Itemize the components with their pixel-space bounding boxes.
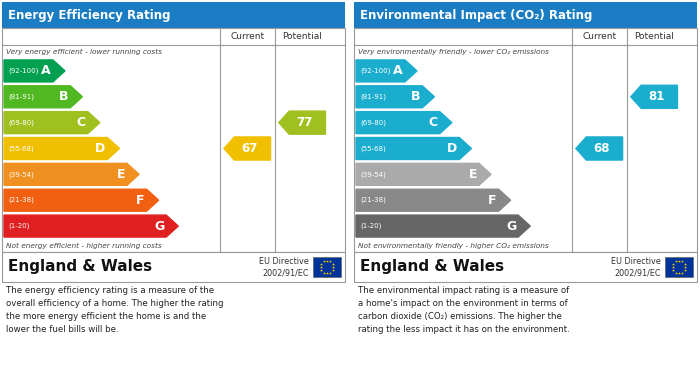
Bar: [2, 2, 345, 28]
Text: (69-80): (69-80): [8, 119, 34, 126]
Polygon shape: [356, 86, 435, 108]
Text: 77: 77: [296, 116, 313, 129]
Text: (21-38): (21-38): [8, 197, 34, 203]
Text: (55-68): (55-68): [8, 145, 34, 152]
Polygon shape: [279, 111, 326, 134]
Polygon shape: [356, 215, 530, 237]
Polygon shape: [4, 215, 178, 237]
Text: (21-38): (21-38): [360, 197, 386, 203]
Polygon shape: [4, 112, 100, 134]
Text: C: C: [76, 116, 85, 129]
Text: B: B: [59, 90, 69, 103]
Text: (1-20): (1-20): [360, 223, 382, 229]
Text: D: D: [95, 142, 105, 155]
Text: (69-80): (69-80): [360, 119, 386, 126]
Text: Potential: Potential: [634, 32, 674, 41]
Text: B: B: [411, 90, 420, 103]
Bar: [2, 28, 345, 252]
Bar: [354, 252, 697, 282]
Text: EU Directive
2002/91/EC: EU Directive 2002/91/EC: [259, 256, 309, 277]
Text: A: A: [393, 65, 403, 77]
Text: Current: Current: [230, 32, 265, 41]
Text: (1-20): (1-20): [8, 223, 29, 229]
Polygon shape: [631, 85, 678, 108]
Polygon shape: [224, 137, 271, 160]
Text: D: D: [447, 142, 457, 155]
Polygon shape: [356, 189, 510, 211]
Text: (39-54): (39-54): [8, 171, 34, 178]
Text: England & Wales: England & Wales: [360, 260, 504, 274]
Polygon shape: [356, 163, 491, 185]
Text: E: E: [468, 168, 477, 181]
Text: G: G: [506, 220, 516, 233]
Text: EU Directive
2002/91/EC: EU Directive 2002/91/EC: [611, 256, 661, 277]
Polygon shape: [4, 138, 120, 160]
Text: C: C: [428, 116, 438, 129]
Text: England & Wales: England & Wales: [8, 260, 152, 274]
Polygon shape: [4, 60, 65, 82]
Text: Not environmentally friendly - higher CO₂ emissions: Not environmentally friendly - higher CO…: [358, 242, 549, 249]
Text: (81-91): (81-91): [8, 93, 34, 100]
Polygon shape: [4, 86, 83, 108]
Polygon shape: [356, 138, 471, 160]
Bar: [665, 257, 693, 277]
Text: Not energy efficient - higher running costs: Not energy efficient - higher running co…: [6, 242, 162, 249]
Text: The environmental impact rating is a measure of
a home's impact on the environme: The environmental impact rating is a mea…: [358, 286, 570, 334]
Text: The energy efficiency rating is a measure of the
overall efficiency of a home. T: The energy efficiency rating is a measur…: [6, 286, 223, 334]
Bar: [354, 2, 697, 28]
Text: F: F: [136, 194, 145, 207]
Text: F: F: [488, 194, 496, 207]
Text: Very environmentally friendly - lower CO₂ emissions: Very environmentally friendly - lower CO…: [358, 48, 549, 55]
Text: (55-68): (55-68): [360, 145, 386, 152]
Bar: [2, 252, 345, 282]
Text: Energy Efficiency Rating: Energy Efficiency Rating: [8, 9, 171, 22]
Polygon shape: [4, 189, 159, 211]
Text: Very energy efficient - lower running costs: Very energy efficient - lower running co…: [6, 48, 162, 55]
Text: 81: 81: [648, 90, 664, 103]
Text: Environmental Impact (CO₂) Rating: Environmental Impact (CO₂) Rating: [360, 9, 592, 22]
Text: G: G: [154, 220, 164, 233]
Polygon shape: [4, 163, 139, 185]
Bar: [354, 28, 697, 252]
Text: (39-54): (39-54): [360, 171, 386, 178]
Text: (81-91): (81-91): [360, 93, 386, 100]
Polygon shape: [356, 112, 452, 134]
Text: 68: 68: [594, 142, 610, 155]
Polygon shape: [356, 60, 417, 82]
Bar: [313, 257, 341, 277]
Text: 67: 67: [241, 142, 258, 155]
Polygon shape: [576, 137, 622, 160]
Text: Potential: Potential: [282, 32, 322, 41]
Text: E: E: [116, 168, 125, 181]
Text: Current: Current: [582, 32, 616, 41]
Text: (92-100): (92-100): [360, 68, 391, 74]
Text: (92-100): (92-100): [8, 68, 38, 74]
Text: A: A: [41, 65, 51, 77]
